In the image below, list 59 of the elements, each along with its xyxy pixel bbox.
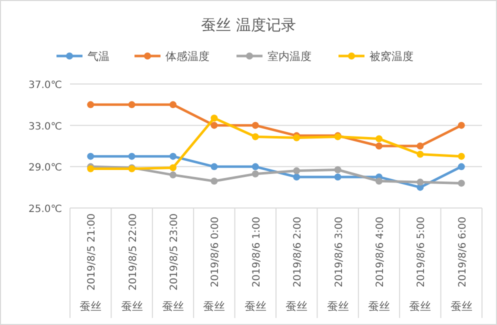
point: [293, 174, 300, 180]
x-tick-label: 2019/8/5 21:00: [86, 214, 98, 290]
point: [170, 171, 176, 178]
point: [210, 122, 218, 129]
point: [334, 166, 342, 174]
x-tick-label: 2019/8/6 2:00: [292, 216, 304, 288]
point: [210, 178, 218, 185]
point: [293, 167, 300, 174]
text: 蚕丝: [162, 300, 184, 313]
text: 蚕丝: [368, 300, 390, 313]
legend-label: 体感温度: [166, 50, 210, 63]
point: [87, 101, 94, 108]
text: 蚕丝: [120, 300, 143, 313]
text: 蚕丝: [80, 300, 102, 313]
point: [416, 178, 424, 186]
point: [210, 114, 218, 122]
point: [252, 163, 259, 170]
point: [170, 164, 176, 172]
text: 蚕丝: [286, 300, 308, 313]
legend-label: 被窝温度: [370, 50, 414, 63]
point: [252, 170, 259, 178]
text: 蚕丝: [409, 300, 432, 313]
chart-title: 蚕丝 温度记录: [201, 16, 296, 34]
point: [416, 142, 424, 150]
point: [376, 178, 382, 185]
point: [170, 101, 176, 108]
point: [128, 152, 136, 160]
x-tick-label: 2019/8/6 0:00: [210, 216, 222, 288]
y-tick-label: 33.0℃: [28, 121, 62, 132]
legend-label: 气温: [88, 50, 110, 63]
point: [376, 135, 382, 142]
point: [416, 150, 424, 158]
x-tick-label: 2019/8/6 1:00: [251, 216, 262, 288]
x-tick-label: 2019/8/5 23:00: [169, 214, 180, 290]
text: 蚕丝: [203, 300, 226, 313]
point: [334, 174, 342, 180]
point: [252, 133, 259, 140]
text: 蚕丝: [326, 300, 349, 313]
point: [458, 152, 465, 160]
x-tick-label: 2019/8/6 5:00: [416, 216, 428, 288]
point: [170, 152, 176, 160]
x-tick-label: 2019/8/6 6:00: [457, 216, 468, 288]
point: [252, 122, 259, 129]
point: [458, 122, 465, 129]
text: 蚕丝: [450, 300, 472, 313]
legend-label: 室内温度: [268, 50, 312, 63]
point: [87, 152, 94, 160]
point: [458, 180, 465, 187]
x-tick-label: 2019/8/5 22:00: [128, 214, 139, 290]
point: [210, 163, 218, 170]
y-tick-label: 37.0℃: [28, 80, 62, 91]
point: [458, 163, 465, 170]
y-tick-label: 29.0℃: [28, 162, 62, 174]
point: [128, 101, 136, 108]
text: 蚕丝: [244, 300, 266, 313]
x-tick-label: 2019/8/6 4:00: [375, 216, 386, 288]
point: [376, 142, 382, 150]
y-tick-label: 25.0℃: [28, 204, 62, 215]
x-tick-label: 2019/8/6 3:00: [334, 216, 345, 288]
